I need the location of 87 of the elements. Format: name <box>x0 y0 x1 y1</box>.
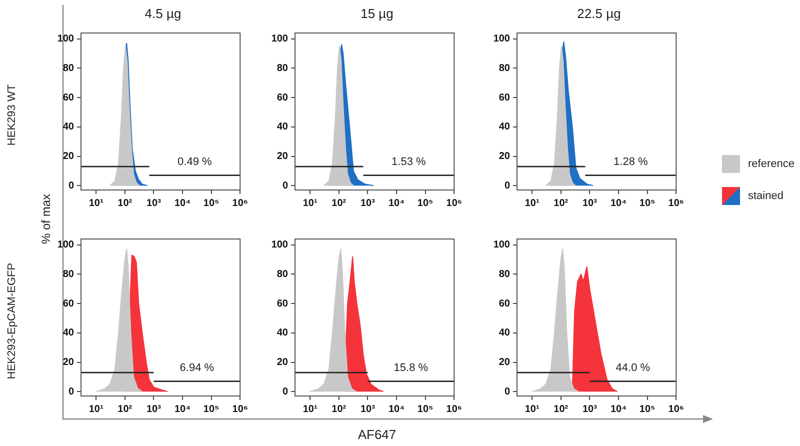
x-tick-label: 10³ <box>146 404 162 415</box>
annotation: 1.53 % <box>392 156 426 168</box>
x-tick-label: 10⁶ <box>446 198 462 209</box>
y-tick-label: 20 <box>276 151 288 162</box>
x-tick-label: 10² <box>554 404 569 415</box>
x-tick-label: 10¹ <box>302 404 318 415</box>
y-tick-label: 80 <box>498 62 510 74</box>
x-tick-label: 10⁴ <box>174 404 191 415</box>
x-tick-label: 10² <box>554 198 569 209</box>
x-tick-label: 10⁵ <box>639 198 656 209</box>
x-tick-label: 10³ <box>360 404 376 415</box>
y-tick-label: 80 <box>276 268 288 280</box>
x-tick-label: 10⁵ <box>203 404 220 415</box>
y-tick-label: 100 <box>271 240 288 251</box>
y-tick-label: 0 <box>504 386 510 398</box>
y-tick-label: 60 <box>276 298 288 310</box>
y-tick-label: 80 <box>62 62 74 74</box>
y-tick-label: 80 <box>498 268 510 280</box>
x-tick-label: 10⁶ <box>668 198 684 209</box>
annotation: 6.94 % <box>180 362 214 374</box>
x-tick-label: 10² <box>332 404 347 415</box>
y-tick-label: 0 <box>504 180 510 192</box>
text: HEK293-EpCAM-EGFP <box>6 262 18 382</box>
x-tick-label: 10⁶ <box>232 404 248 415</box>
x-tick-label: 10² <box>118 198 133 209</box>
y-tick-label: 40 <box>276 122 288 133</box>
y-axis-title: % of max <box>39 193 53 246</box>
x-tick-label: 10¹ <box>302 198 318 209</box>
y-tick-label: 20 <box>62 357 74 368</box>
y-tick-label: 100 <box>57 34 74 45</box>
legend-label: stained <box>748 190 784 202</box>
y-tick-label: 20 <box>498 357 510 368</box>
x-tick-label: 10¹ <box>524 404 540 415</box>
x-tick-label: 10⁵ <box>639 404 656 415</box>
x-tick-label: 10⁴ <box>174 198 191 209</box>
x-tick-label: 10⁵ <box>203 198 220 209</box>
x-tick-label: 10⁶ <box>446 404 462 415</box>
x-tick-label: 10¹ <box>88 198 104 209</box>
x-tick-label: 10⁴ <box>388 198 405 209</box>
y-tick-label: 0 <box>68 180 74 192</box>
y-tick-label: 0 <box>282 386 288 398</box>
text: HEK293 WT <box>6 83 18 148</box>
y-tick-label: 80 <box>276 62 288 74</box>
y-tick-label: 60 <box>498 92 510 104</box>
y-tick-label: 40 <box>62 122 74 133</box>
y-tick-label: 100 <box>57 240 74 251</box>
y-tick-label: 80 <box>62 268 74 280</box>
x-tick-label: 10⁴ <box>388 404 405 415</box>
x-tick-label: 10¹ <box>88 404 104 415</box>
y-tick-label: 100 <box>271 34 288 45</box>
x-tick-label: 10³ <box>582 198 598 209</box>
annotation: 0.49 % <box>178 156 212 168</box>
annotation: 15.8 % <box>394 362 428 374</box>
y-tick-label: 100 <box>493 240 510 251</box>
y-tick-label: 60 <box>276 92 288 104</box>
x-tick-label: 10⁶ <box>668 404 684 415</box>
annotation: 44.0 % <box>616 362 650 374</box>
x-tick-label: 10⁴ <box>610 198 627 209</box>
y-tick-label: 100 <box>493 34 510 45</box>
annotation: 1.28 % <box>614 156 648 168</box>
y-tick-label: 20 <box>62 151 74 162</box>
y-tick-label: 40 <box>276 328 288 339</box>
legend-label: reference <box>748 158 794 170</box>
x-tick-label: 10³ <box>146 198 162 209</box>
x-tick-label: 10² <box>332 198 347 209</box>
x-tick-label: 10³ <box>582 404 598 415</box>
chart-title: 15 µg <box>360 6 394 21</box>
y-tick-label: 20 <box>498 151 510 162</box>
x-tick-label: 10⁴ <box>610 404 627 415</box>
x-tick-label: 10¹ <box>524 198 540 209</box>
y-tick-label: 60 <box>498 298 510 310</box>
y-tick-label: 60 <box>62 92 74 104</box>
y-tick-label: 40 <box>498 122 510 133</box>
x-tick-label: 10² <box>118 404 133 415</box>
y-tick-label: 40 <box>62 328 74 339</box>
x-tick-label: 10⁵ <box>417 404 434 415</box>
y-tick-label: 0 <box>68 386 74 398</box>
x-tick-label: 10³ <box>360 198 376 209</box>
y-tick-label: 0 <box>282 180 288 192</box>
y-tick-label: 20 <box>276 357 288 368</box>
x-tick-label: 10⁵ <box>417 198 434 209</box>
y-tick-label: 60 <box>62 298 74 310</box>
chart-title: 22.5 µg <box>576 6 622 21</box>
y-tick-label: 40 <box>498 328 510 339</box>
x-tick-label: 10⁶ <box>232 198 248 209</box>
chart-title: 4.5 µg <box>144 6 182 21</box>
x-axis-title: AF647 <box>356 427 398 442</box>
